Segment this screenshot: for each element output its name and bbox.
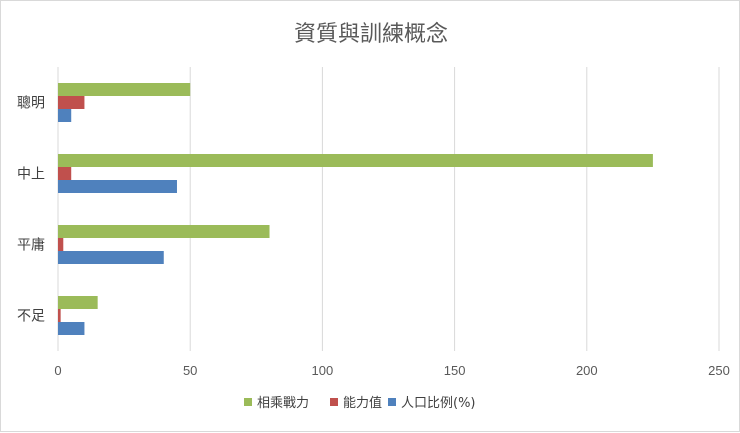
x-tick-label: 0 [54,363,61,378]
x-tick-label: 250 [708,363,730,378]
bar [58,83,191,96]
bar [58,180,177,193]
x-axis-ticks: 0 50 100 150 200 250 [54,363,729,378]
y-category-label: 聰明 [17,95,45,112]
bar [58,109,72,122]
legend-swatch [330,398,338,406]
bar [58,238,64,251]
chart-title: 資質與訓練概念 [294,22,448,47]
y-category-label: 中上 [17,167,45,183]
x-tick-label: 150 [444,363,466,378]
legend-label: 能力值 [343,395,382,411]
legend-swatch [388,398,396,406]
y-category-label: 不足 [17,309,45,325]
bar [58,167,72,180]
bar [58,296,98,309]
bar [58,225,270,238]
bar [58,96,85,109]
gridlines [57,67,720,351]
x-tick-label: 100 [312,363,334,378]
y-category-label: 平庸 [17,237,45,254]
x-tick-label: 50 [183,363,197,378]
bar [58,322,85,335]
x-tick-label: 200 [576,363,598,378]
legend: 相乘戰力 能力值 人口比例(%) [244,395,476,411]
legend-swatch [244,398,252,406]
bars [58,83,653,335]
legend-label: 人口比例(%) [401,396,476,411]
legend-label: 相乘戰力 [257,396,309,411]
bar [58,154,653,167]
bar [58,309,61,322]
bar [58,251,164,264]
